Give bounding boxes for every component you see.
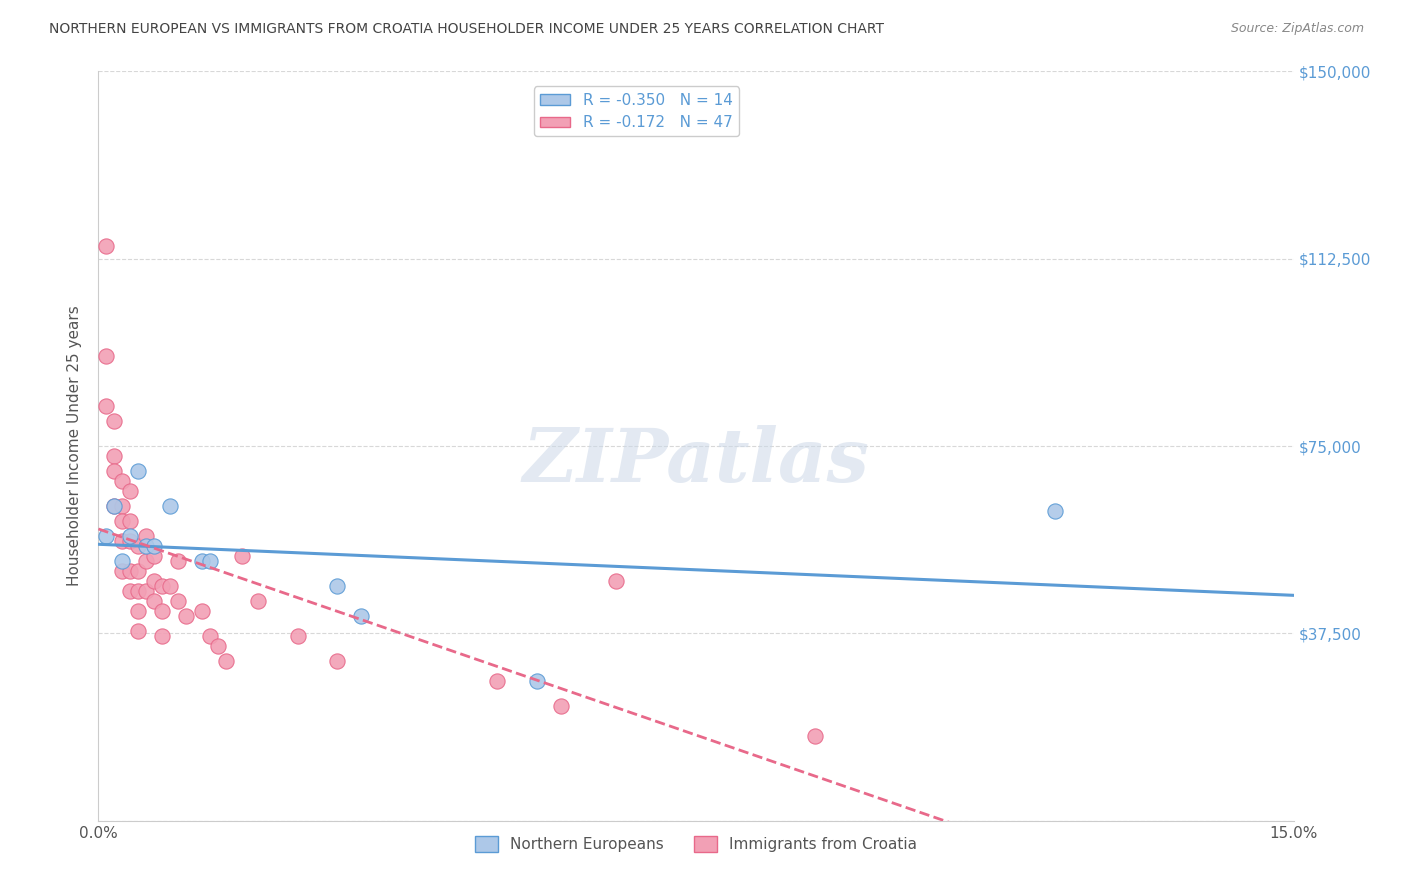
Point (120, 529, 142, 543)
Point (143, 539, 166, 553)
Point (135, 554, 157, 568)
Point (111, 499, 134, 513)
Point (159, 579, 181, 593)
Point (120, 483, 142, 498)
Point (326, 654, 349, 668)
Point (120, 583, 142, 598)
Point (150, 629, 173, 643)
Point (111, 474, 134, 488)
Point (111, 514, 134, 528)
Point (326, 579, 349, 593)
Point (135, 529, 157, 543)
Point (485, 673, 508, 688)
Y-axis label: Householder Income Under 25 years: Householder Income Under 25 years (67, 306, 83, 586)
Point (120, 564, 142, 578)
Point (198, 554, 221, 568)
Point (287, 629, 309, 643)
Point (120, 514, 142, 528)
Point (127, 464, 149, 478)
Point (207, 639, 229, 653)
Point (231, 549, 253, 563)
Point (150, 604, 173, 618)
Point (246, 594, 269, 608)
Point (167, 594, 190, 608)
Point (135, 539, 157, 553)
Point (143, 594, 166, 608)
Point (127, 564, 149, 578)
Point (150, 579, 173, 593)
Point (127, 539, 149, 553)
Point (111, 533, 134, 548)
Point (135, 583, 157, 598)
Point (526, 673, 548, 688)
Point (198, 629, 221, 643)
Point (96, 529, 118, 543)
Legend: Northern Europeans, Immigrants from Croatia: Northern Europeans, Immigrants from Croa… (468, 830, 924, 858)
Point (191, 604, 214, 618)
Point (143, 574, 166, 588)
Point (127, 583, 149, 598)
Point (111, 564, 134, 578)
Point (167, 554, 190, 568)
Point (215, 654, 238, 668)
Point (103, 414, 125, 428)
Point (103, 464, 125, 478)
Point (103, 499, 125, 513)
Point (550, 698, 572, 713)
Point (127, 624, 149, 638)
Point (159, 499, 181, 513)
Point (96, 399, 118, 413)
Point (96, 239, 118, 253)
Point (191, 554, 214, 568)
Point (605, 574, 627, 588)
Point (103, 449, 125, 463)
Point (103, 499, 125, 513)
Point (96, 349, 118, 363)
Point (127, 604, 149, 618)
Text: ZIPatlas: ZIPatlas (523, 425, 869, 497)
Text: NORTHERN EUROPEAN VS IMMIGRANTS FROM CROATIA HOUSEHOLDER INCOME UNDER 25 YEARS C: NORTHERN EUROPEAN VS IMMIGRANTS FROM CRO… (49, 22, 884, 37)
Point (804, 729, 827, 743)
Point (143, 549, 166, 563)
Point (350, 608, 373, 623)
Point (1043, 504, 1066, 518)
Point (111, 554, 134, 568)
Text: Source: ZipAtlas.com: Source: ZipAtlas.com (1230, 22, 1364, 36)
Point (174, 608, 197, 623)
Point (120, 533, 142, 548)
